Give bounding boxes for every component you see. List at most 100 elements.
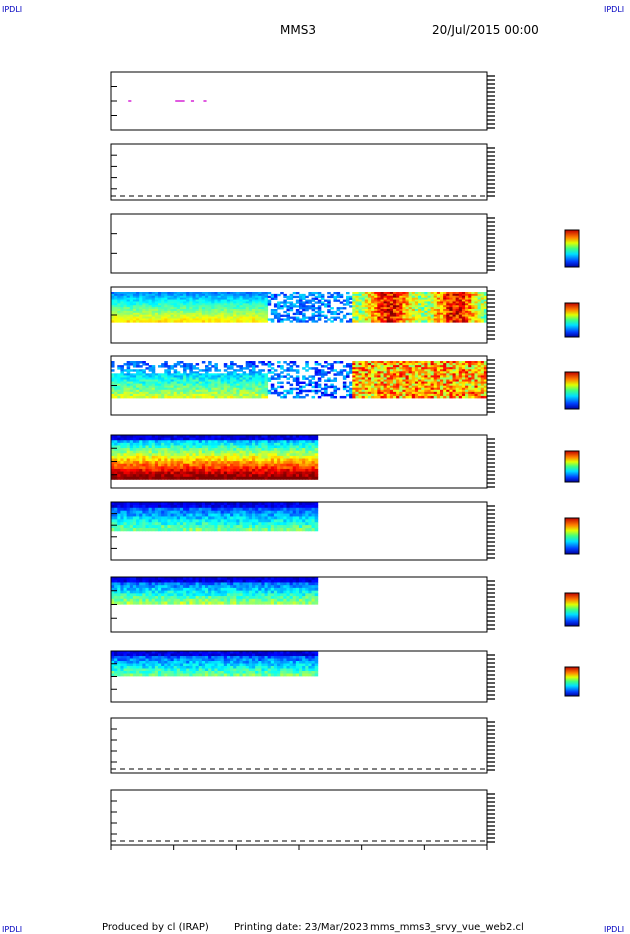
spectrogram-cell bbox=[145, 297, 149, 300]
spectrogram-cell bbox=[217, 307, 222, 310]
spectrogram-cell bbox=[195, 318, 200, 321]
spectrogram-cell bbox=[474, 297, 478, 300]
spectrogram-cell bbox=[336, 316, 341, 319]
spectrogram-cell bbox=[286, 458, 290, 462]
figure-title: MMS3 bbox=[280, 23, 316, 37]
spectrogram-cell bbox=[440, 299, 444, 302]
spectrogram-cell bbox=[170, 377, 175, 380]
spectrogram-cell bbox=[126, 391, 131, 395]
spectrogram-cell bbox=[308, 367, 312, 370]
spectrogram-cell bbox=[161, 445, 165, 449]
spectrogram-cell bbox=[399, 310, 403, 314]
spectrogram-cell bbox=[314, 361, 319, 364]
spectrogram-cell bbox=[436, 385, 441, 389]
spectrogram-cell bbox=[455, 387, 460, 391]
spectrogram-cell bbox=[361, 371, 366, 374]
spectrogram-cell bbox=[117, 389, 121, 393]
spectrogram-cell bbox=[283, 299, 287, 302]
spectrogram-cell bbox=[242, 461, 247, 465]
spectrogram-cell bbox=[396, 387, 400, 391]
spectrogram-cell bbox=[170, 502, 175, 506]
spectrogram-cell bbox=[465, 305, 469, 308]
spectrogram-cell bbox=[270, 463, 275, 467]
spectrogram-cell bbox=[223, 461, 228, 465]
spectrogram-cell bbox=[452, 379, 457, 382]
spectrogram-cell bbox=[364, 320, 369, 323]
spectrogram-cell bbox=[170, 297, 175, 300]
spectrogram-cell bbox=[173, 383, 178, 387]
spectrogram-cell bbox=[201, 383, 206, 387]
spectrogram-cell bbox=[214, 363, 218, 366]
spectrogram-cell bbox=[192, 461, 196, 465]
spectrogram-cell bbox=[126, 310, 131, 314]
spectrogram-cell bbox=[239, 297, 243, 300]
spectrogram-cell bbox=[433, 379, 438, 382]
spectrogram-cell bbox=[461, 307, 466, 310]
spectrogram-cell bbox=[393, 293, 397, 297]
spectrogram-cell bbox=[170, 395, 175, 399]
spectrogram-cell bbox=[136, 375, 140, 378]
spectrogram-cell bbox=[292, 471, 297, 475]
spectrogram-cell bbox=[136, 377, 140, 380]
spectrogram-cell bbox=[377, 361, 381, 364]
spectrogram-cell bbox=[455, 314, 460, 317]
spectrogram-cell bbox=[339, 361, 344, 364]
spectrogram-cell bbox=[239, 293, 243, 297]
spectrogram-cell bbox=[129, 474, 134, 478]
spectrogram-cell bbox=[214, 305, 218, 308]
spectrogram-cell bbox=[483, 375, 488, 378]
spectrogram-cell bbox=[248, 445, 253, 449]
spectrogram-cell bbox=[405, 371, 410, 374]
spectrogram-cell bbox=[145, 463, 149, 467]
spectrogram-cell bbox=[399, 314, 403, 317]
spectrogram-cell bbox=[183, 510, 187, 514]
spectrogram-cell bbox=[220, 471, 225, 475]
spectrogram-cell bbox=[117, 299, 121, 302]
spectrogram-cell bbox=[139, 448, 143, 452]
spectrogram-cell bbox=[411, 395, 416, 399]
spectrogram-cell bbox=[255, 440, 259, 444]
spectrogram-cell bbox=[126, 437, 131, 441]
spectrogram-cell bbox=[458, 301, 463, 304]
spectrogram-cell bbox=[167, 365, 171, 368]
spectrogram-cell bbox=[280, 367, 284, 370]
spectrogram-cell bbox=[189, 375, 193, 378]
spectrogram-cell bbox=[189, 292, 193, 295]
spectrogram-cell bbox=[289, 297, 294, 300]
spectrogram-cell bbox=[242, 377, 247, 380]
spectrogram-cell bbox=[455, 365, 460, 368]
spectrogram-cell bbox=[148, 455, 153, 459]
spectrogram-cell bbox=[120, 297, 124, 300]
spectrogram-cell bbox=[474, 361, 478, 364]
spectrogram-cell bbox=[158, 435, 162, 439]
spectrogram-cell bbox=[380, 375, 384, 378]
spectrogram-cell bbox=[471, 299, 475, 302]
spectrogram-cell bbox=[239, 453, 243, 457]
spectrogram-cell bbox=[158, 455, 162, 459]
spectrogram-cell bbox=[217, 381, 222, 385]
spectrogram-cell bbox=[145, 395, 149, 399]
spectrogram-cell bbox=[136, 299, 140, 302]
spectrogram-cell bbox=[427, 377, 431, 380]
spectrogram-cell bbox=[151, 381, 156, 385]
spectrogram-cell bbox=[220, 373, 225, 376]
spectrogram-cell bbox=[364, 363, 369, 366]
spectrogram-cell bbox=[305, 369, 309, 372]
spectrogram-cell bbox=[186, 379, 190, 382]
spectrogram-cell bbox=[248, 293, 253, 297]
spectrogram-cell bbox=[474, 367, 478, 370]
spectrogram-cell bbox=[480, 292, 485, 295]
spectrogram-cell bbox=[179, 377, 184, 380]
spectrogram-cell bbox=[471, 371, 475, 374]
spectrogram-cell bbox=[461, 395, 466, 399]
spectrogram-cell bbox=[198, 389, 203, 393]
spectrogram-cell bbox=[261, 303, 265, 306]
spectrogram-cell bbox=[383, 375, 388, 378]
spectrogram-cell bbox=[223, 393, 228, 397]
spectrogram-cell bbox=[189, 381, 193, 385]
spectrogram-cell bbox=[261, 305, 265, 308]
spectrogram-cell bbox=[333, 361, 337, 364]
spectrogram-cell bbox=[255, 318, 259, 321]
spectrogram-cell bbox=[139, 437, 143, 441]
spectrogram-cell bbox=[317, 383, 322, 387]
